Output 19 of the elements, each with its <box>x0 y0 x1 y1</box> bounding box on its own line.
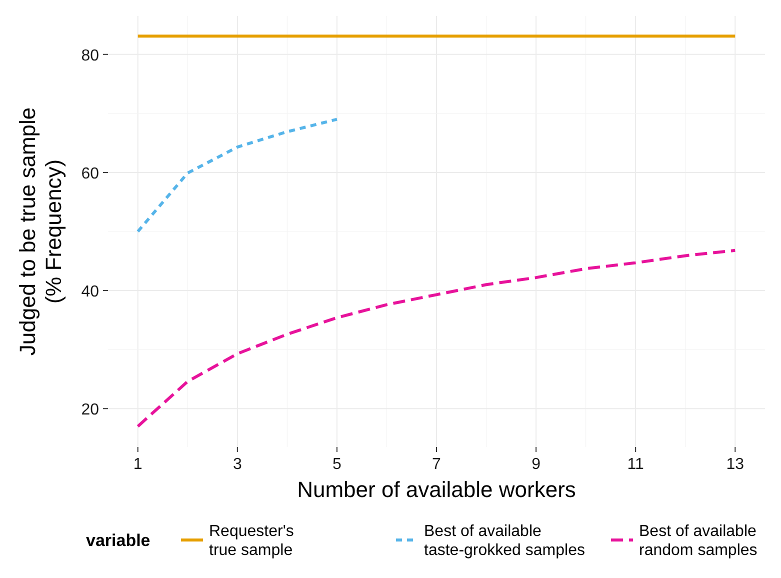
y-tick-label: 80 <box>81 47 100 64</box>
x-tick-label: 9 <box>532 456 541 473</box>
x-tick-label: 13 <box>726 456 744 473</box>
x-tick-label: 1 <box>133 456 142 473</box>
legend-label: Requester's true sample <box>209 523 294 559</box>
x-axis-title: Number of available workers <box>297 477 576 502</box>
y-tick-label: 20 <box>81 402 100 419</box>
legend-label: Best of available random samples <box>639 523 758 559</box>
legend-label: Best of available taste-grokked samples <box>424 523 585 559</box>
x-tick-label: 11 <box>627 456 644 473</box>
line-series <box>136 248 737 428</box>
x-tick-label: 5 <box>332 456 342 473</box>
legend-title: variable <box>86 531 150 550</box>
x-tick-label: 7 <box>432 456 442 473</box>
y-axis-title: Judged to be true sample (% Frequency) <box>15 107 66 356</box>
y-tick-label: 60 <box>81 165 100 182</box>
line-series <box>136 118 338 233</box>
x-tick-label: 3 <box>232 456 242 473</box>
y-tick-label: 40 <box>81 284 100 301</box>
